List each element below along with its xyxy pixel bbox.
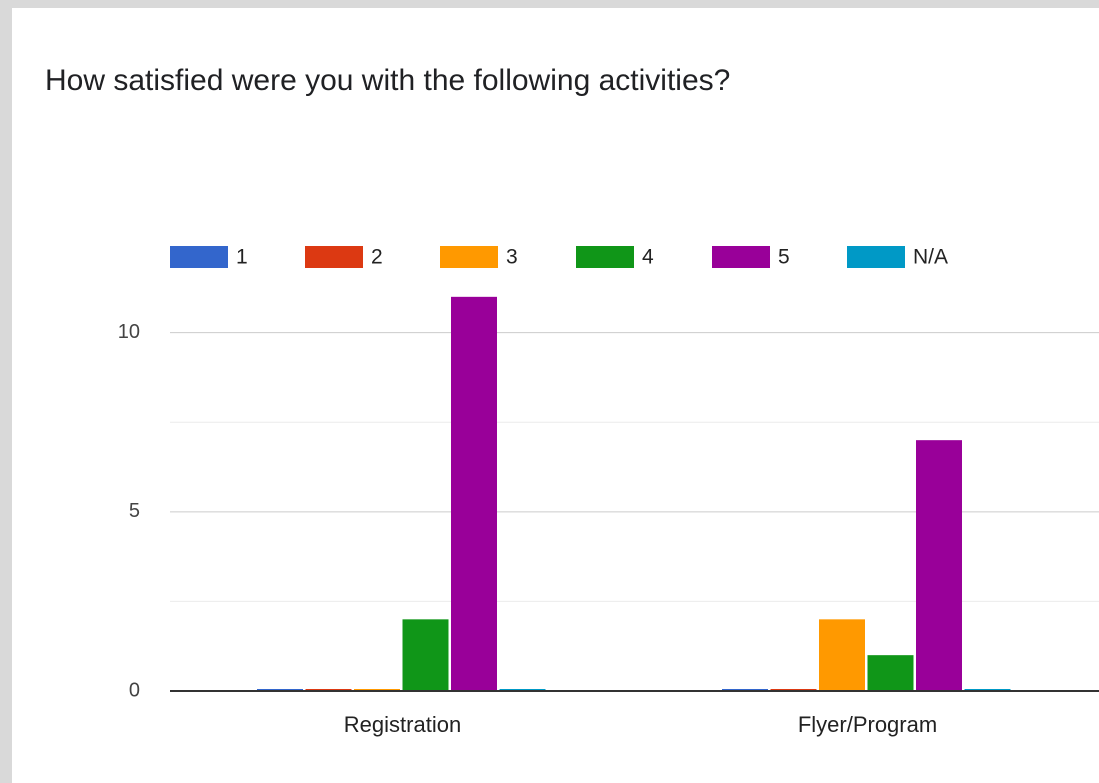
legend-label: 5 (778, 246, 790, 269)
x-tick-label: Flyer/Program (798, 712, 937, 737)
y-tick-label: 10 (118, 321, 140, 343)
legend-swatch (440, 246, 498, 268)
legend-label: 2 (371, 246, 383, 269)
legend-label: 4 (642, 246, 654, 269)
bar (402, 619, 449, 691)
legend-label: 1 (236, 246, 248, 269)
y-tick-label: 0 (129, 679, 140, 701)
bar (451, 296, 497, 691)
bar (916, 440, 962, 691)
bar (819, 619, 865, 691)
legend-swatch (847, 246, 905, 268)
bar (867, 655, 914, 691)
legend-label: N/A (913, 246, 948, 269)
legend-swatch (305, 246, 363, 268)
legend-swatch (170, 246, 228, 268)
legend-swatch (712, 246, 770, 268)
y-tick-label: 5 (129, 500, 140, 522)
x-tick-label: Registration (344, 712, 461, 737)
legend-swatch (576, 246, 634, 268)
chart-title: How satisfied were you with the followin… (45, 64, 730, 97)
legend-label: 3 (506, 246, 518, 269)
